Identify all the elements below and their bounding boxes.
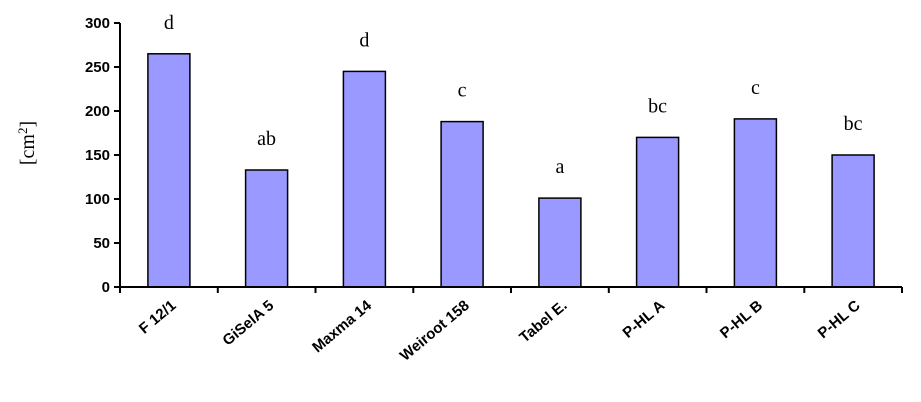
- category-label-8: P-HL C: [815, 297, 864, 342]
- y-tick-label-100: 100: [85, 191, 110, 208]
- category-label-2: GiSelA 5: [219, 297, 277, 349]
- bar-1: [147, 53, 191, 288]
- category-label-5: Tabel E.: [516, 297, 570, 346]
- significance-letter-4: c: [458, 80, 467, 102]
- category-label-6: P-HL A: [620, 297, 669, 342]
- y-axis-label-end: ]: [17, 121, 39, 128]
- significance-letter-5: a: [555, 156, 564, 178]
- bars-group: [147, 53, 875, 288]
- y-tick-label-250: 250: [85, 59, 110, 76]
- significance-letter-7: c: [751, 77, 760, 99]
- significance-letter-1: d: [164, 12, 174, 34]
- significance-letter-8: bc: [844, 113, 863, 135]
- bar-3: [342, 70, 387, 288]
- y-tick-label-200: 200: [85, 103, 110, 120]
- y-axis-label-sup: 2: [15, 128, 30, 135]
- y-tick-label-300: 300: [85, 15, 110, 32]
- bar-8: [831, 154, 875, 288]
- bar-2: [244, 169, 289, 288]
- bar-5: [538, 197, 582, 288]
- bar-7: [733, 118, 778, 288]
- significance-letter-2: ab: [257, 128, 276, 150]
- category-label-1: F 12/1: [136, 297, 180, 337]
- significance-letter-6: bc: [648, 95, 667, 117]
- y-axis-label: [cm2]: [15, 121, 40, 165]
- y-tick-label-150: 150: [85, 147, 110, 164]
- bar-4: [440, 120, 484, 288]
- category-label-3: Maxma 14: [309, 297, 375, 357]
- y-axis-label-base: [cm: [17, 134, 39, 166]
- x-axis: F 12/1 GiSelA 5 Maxma 14 Weiroot 158 Tabel E…: [119, 286, 903, 365]
- y-tick-label-50: 50: [93, 235, 110, 252]
- significance-letter-3: d: [359, 29, 369, 51]
- y-tick-label-0: 0: [102, 279, 110, 296]
- bar-6: [635, 136, 680, 288]
- category-label-4: Weiroot 158: [397, 297, 473, 364]
- significance-letters-group: d ab d c a bc c bc: [164, 12, 863, 178]
- category-label-7: P-HL B: [717, 297, 766, 342]
- y-axis: 0 50 100 150 200 250 300: [85, 15, 121, 296]
